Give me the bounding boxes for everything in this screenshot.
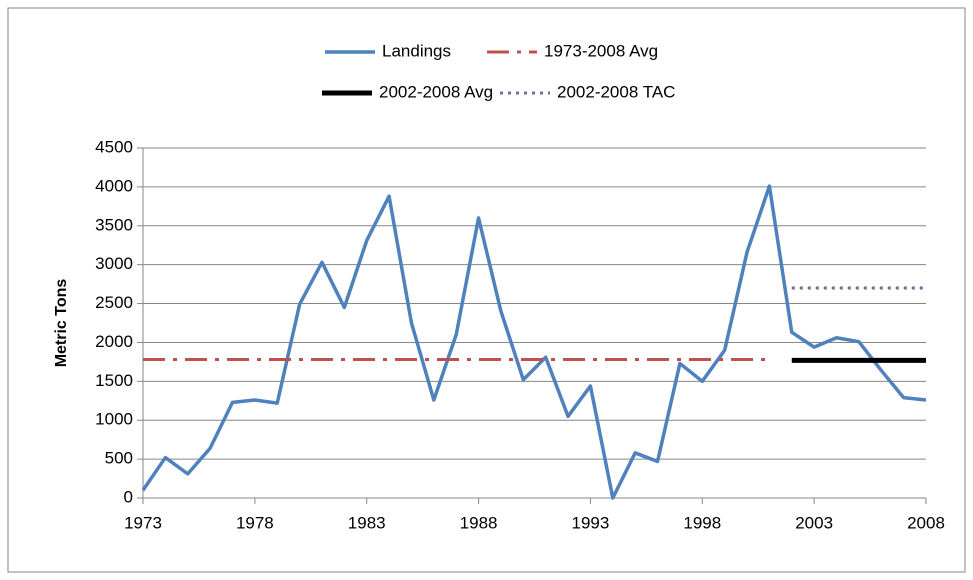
- y-tick-label: 4500: [95, 137, 133, 156]
- legend-label: 2002-2008 Avg: [379, 82, 493, 101]
- y-tick-label: 2000: [95, 332, 133, 351]
- legend-label: 2002-2008 TAC: [557, 82, 675, 101]
- x-tick-label: 1973: [124, 513, 162, 532]
- y-tick-label: 4000: [95, 176, 133, 195]
- x-tick-label: 1988: [460, 513, 498, 532]
- y-tick-label: 0: [124, 487, 133, 506]
- x-tick-label: 1998: [683, 513, 721, 532]
- y-tick-label: 500: [105, 449, 133, 468]
- series-line: [141, 184, 927, 500]
- chart-border: [7, 7, 966, 573]
- y-axis-title: Metric Tons: [53, 279, 70, 368]
- legend-label: Landings: [382, 41, 451, 60]
- y-tick-label: 2500: [95, 293, 133, 312]
- y-tick-label: 3000: [95, 254, 133, 273]
- x-tick-label: 2008: [907, 513, 945, 532]
- y-tick-label: 1500: [95, 371, 133, 390]
- x-tick-label: 1978: [236, 513, 274, 532]
- y-tick-label: 1000: [95, 410, 133, 429]
- x-tick-label: 1983: [348, 513, 386, 532]
- x-tick-label: 1993: [572, 513, 610, 532]
- x-tick-label: 2003: [795, 513, 833, 532]
- legend-label: 1973-2008 Avg: [544, 41, 658, 60]
- y-tick-label: 3500: [95, 215, 133, 234]
